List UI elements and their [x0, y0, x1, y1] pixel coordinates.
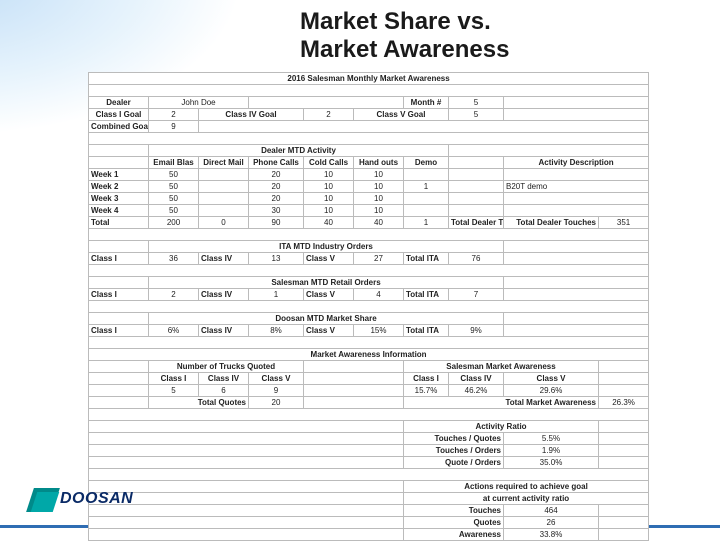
tma-label: Total Market Awareness: [404, 397, 599, 409]
doosan-logo: DOOSAN: [30, 482, 140, 518]
blank-row: [89, 85, 649, 97]
dealer-label: Dealer: [89, 97, 149, 109]
ratio-header: Activity Ratio: [404, 421, 599, 433]
table-row: Class I2Class IV1Class V4Total ITA7: [89, 289, 649, 301]
title-line-1: Market Share vs.: [300, 8, 491, 35]
blank-row: [89, 409, 649, 421]
blank-row: [89, 133, 649, 145]
activity-header: Dealer MTD Activity: [149, 145, 449, 157]
class5-goal: 5: [449, 109, 504, 121]
dealer-name: John Doe: [149, 97, 249, 109]
share-header: Doosan MTD Market Share: [149, 313, 504, 325]
month-value: 5: [449, 97, 504, 109]
table-row: Week 150201010: [89, 169, 649, 181]
table-row: Class I36Class IV13Class V27Total ITA76: [89, 253, 649, 265]
tma-value: 26.3%: [599, 397, 649, 409]
class4-goal-label: Class IV Goal: [199, 109, 304, 121]
table-row: Week 350201010: [89, 193, 649, 205]
class5-goal-label: Class V Goal: [354, 109, 449, 121]
blank-row: [89, 301, 649, 313]
sheet-title: 2016 Salesman Monthly Market Awareness: [89, 73, 649, 85]
table-row: Week 2502010101B20T demo: [89, 181, 649, 193]
table-row: Week 450301010: [89, 205, 649, 217]
ita-header: ITA MTD Industry Orders: [149, 241, 504, 253]
blank-row: [89, 265, 649, 277]
sma-header: Salesman Market Awareness: [404, 361, 599, 373]
class1-goal: 2: [149, 109, 199, 121]
combined-goal-label: Combined Goal: [89, 121, 149, 133]
title-line-2: Market Awareness: [300, 36, 509, 63]
awareness-table: 2016 Salesman Monthly Market Awareness D…: [88, 72, 649, 541]
blank-row: [89, 469, 649, 481]
total-touches-label: Total Dealer Touches: [504, 217, 599, 229]
activity-col-row: Email Blas Direct Mail Phone Calls Cold …: [89, 157, 649, 169]
blank-row: [89, 229, 649, 241]
table-row: Total20009040401Total Dealer TouchesTota…: [89, 217, 649, 229]
quoted-header: Number of Trucks Quoted: [149, 361, 304, 373]
slide-title: Market Share vs. Market Awareness: [300, 8, 509, 63]
combined-goal: 9: [149, 121, 199, 133]
blank-row: [89, 337, 649, 349]
class1-goal-label: Class I Goal: [89, 109, 149, 121]
total-quotes-label: Total Quotes: [149, 397, 249, 409]
logo-badge-icon: [31, 492, 59, 512]
actions-header2: at current activity ratio: [404, 493, 649, 505]
spreadsheet: 2016 Salesman Monthly Market Awareness D…: [88, 72, 648, 541]
month-label: Month #: [404, 97, 449, 109]
table-row: Class I6%Class IV8%Class V15%Total ITA9%: [89, 325, 649, 337]
logo-text: DOOSAN: [60, 490, 133, 508]
class4-goal: 2: [304, 109, 354, 121]
retail-header: Salesman MTD Retail Orders: [149, 277, 504, 289]
actions-header1: Actions required to achieve goal: [404, 481, 649, 493]
total-quotes: 20: [249, 397, 304, 409]
awareness-header: Market Awareness Information: [89, 349, 649, 361]
